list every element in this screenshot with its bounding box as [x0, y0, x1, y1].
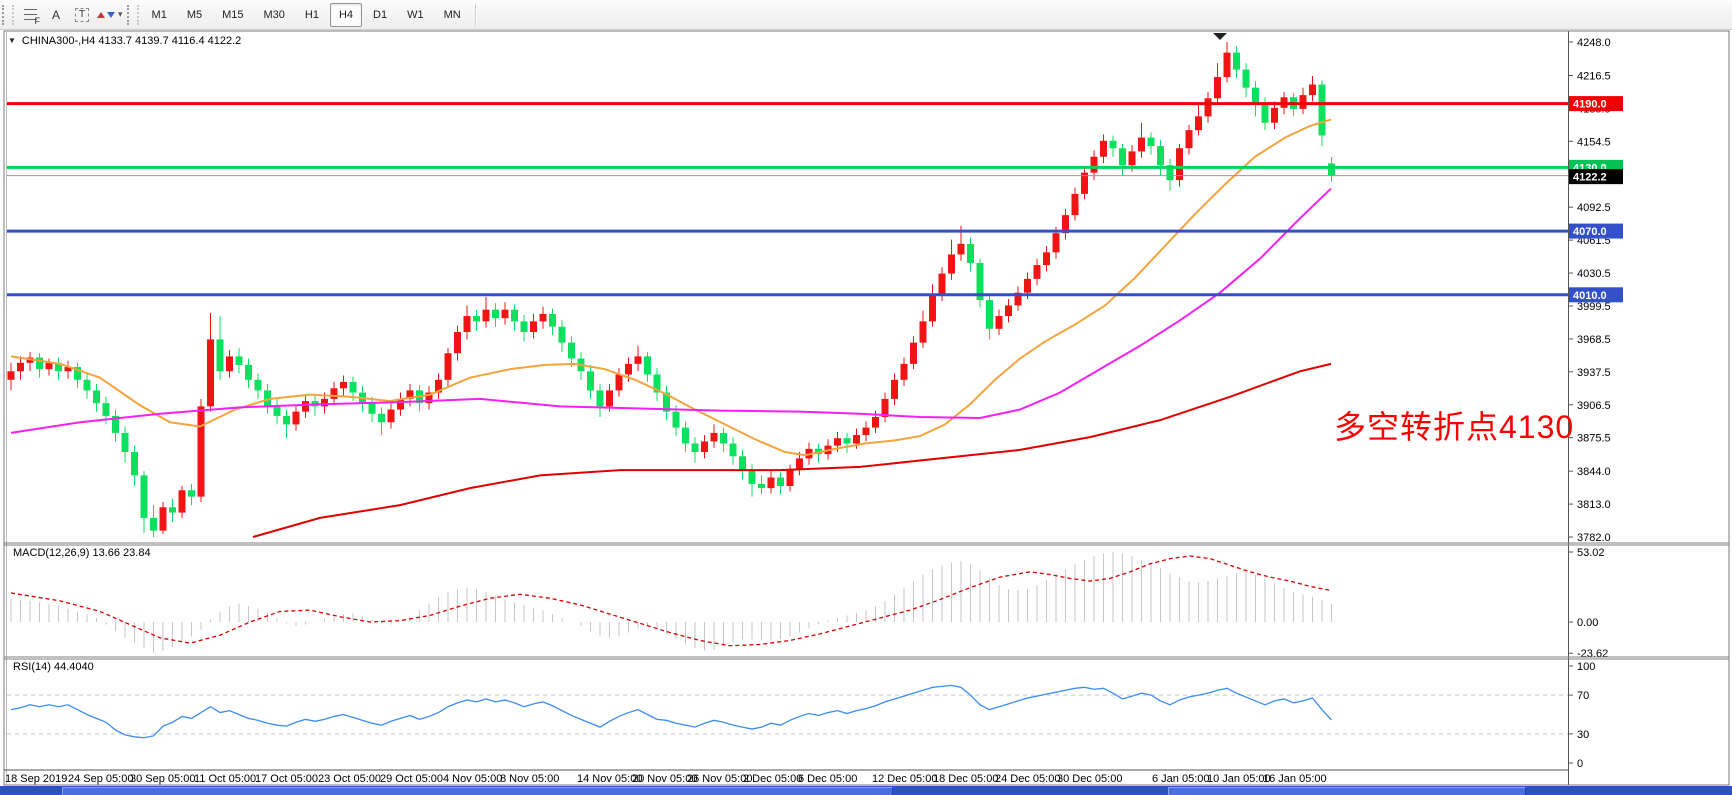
svg-text:12 Dec 05:00: 12 Dec 05:00: [872, 773, 937, 785]
svg-text:53.02: 53.02: [1577, 547, 1605, 559]
svg-text:3875.5: 3875.5: [1577, 433, 1611, 445]
svg-text:17 Oct 05:00: 17 Oct 05:00: [255, 773, 318, 785]
svg-text:23 Oct 05:00: 23 Oct 05:00: [318, 773, 381, 785]
svg-text:4248.0: 4248.0: [1577, 37, 1611, 49]
macd-indicator-label: MACD(12,26,9) 13.66 23.84: [13, 547, 151, 559]
svg-text:30 Dec 05:00: 30 Dec 05:00: [1057, 773, 1122, 785]
tf-button-w1[interactable]: W1: [407, 8, 424, 21]
svg-text:4010.0: 4010.0: [1573, 290, 1607, 302]
svg-text:3782.0: 3782.0: [1577, 532, 1611, 544]
fibonacci-icon: [23, 9, 37, 20]
chevron-down-icon: ▾: [118, 9, 123, 19]
svg-text:4070.0: 4070.0: [1573, 226, 1607, 238]
taskbar: [0, 786, 1732, 795]
tf-button-h1[interactable]: H1: [304, 8, 319, 21]
svg-text:26 Nov 05:00: 26 Nov 05:00: [687, 773, 752, 785]
svg-text:24 Sep 05:00: 24 Sep 05:00: [68, 773, 133, 785]
svg-text:4 Nov 05:00: 4 Nov 05:00: [443, 773, 502, 785]
collapse-arrow-icon: ▼: [8, 36, 16, 45]
chart-window: 4248.04216.54185.54154.54123.54092.54061…: [0, 30, 1732, 787]
tf-button-mn[interactable]: MN: [443, 8, 461, 21]
svg-text:3937.5: 3937.5: [1577, 367, 1611, 379]
fibonacci-tool-button[interactable]: F: [18, 3, 42, 27]
tf-button-m15[interactable]: M15: [222, 8, 244, 21]
arrow-down-icon: [107, 11, 115, 18]
text-tool-button[interactable]: T: [70, 3, 94, 27]
svg-text:24 Dec 05:00: 24 Dec 05:00: [995, 773, 1060, 785]
toolbar-grip[interactable]: [2, 4, 14, 25]
label-a-icon: A: [51, 7, 60, 22]
svg-text:4092.5: 4092.5: [1577, 202, 1611, 214]
tf-button-d1[interactable]: D1: [373, 8, 388, 21]
svg-text:0.00: 0.00: [1577, 617, 1598, 629]
svg-text:4190.0: 4190.0: [1573, 99, 1607, 111]
svg-text:4122.2: 4122.2: [1573, 172, 1607, 184]
toolbar-grip[interactable]: [126, 4, 139, 25]
arrows-tool-button[interactable]: ▾: [96, 3, 124, 27]
svg-text:3844.0: 3844.0: [1577, 466, 1611, 478]
svg-text:11 Oct 05:00: 11 Oct 05:00: [194, 773, 256, 785]
taskbar-window-button[interactable]: [1168, 787, 1526, 795]
svg-text:6 Dec 05:00: 6 Dec 05:00: [798, 773, 857, 785]
tf-button-m1[interactable]: M1: [151, 8, 167, 21]
label-tool-button[interactable]: A: [44, 3, 68, 27]
text-t-icon: T: [74, 7, 90, 22]
chart-title: ▼ CHINA300-,H4 4133.7 4139.7 4116.4 4122.…: [8, 35, 241, 47]
svg-text:-23.62: -23.62: [1577, 648, 1608, 660]
svg-text:6 Jan 05:00: 6 Jan 05:00: [1152, 773, 1210, 785]
svg-text:4154.5: 4154.5: [1577, 136, 1611, 148]
svg-text:0: 0: [1577, 758, 1583, 770]
svg-text:2 Dec 05:00: 2 Dec 05:00: [743, 773, 802, 785]
svg-text:16 Jan 05:00: 16 Jan 05:00: [1263, 773, 1327, 785]
fibonacci-f-glyph: F: [34, 15, 41, 26]
svg-text:29 Oct 05:00: 29 Oct 05:00: [380, 773, 443, 785]
chart-canvas[interactable]: 4248.04216.54185.54154.54123.54092.54061…: [0, 30, 1732, 787]
timeframe-group: M1 M5 M15 M30 H1 H4 D1 W1 MN: [142, 2, 471, 27]
toolbar-separator: [474, 3, 476, 26]
svg-text:3813.0: 3813.0: [1577, 499, 1611, 511]
tf-button-h4[interactable]: H4: [329, 2, 363, 27]
svg-text:10 Jan 05:00: 10 Jan 05:00: [1207, 773, 1271, 785]
svg-text:100: 100: [1577, 661, 1595, 673]
rsi-indicator-label: RSI(14) 44.4040: [13, 661, 94, 673]
toolbar: F A T ▾ M1 M5 M15 M30 H1 H4 D1 W1 MN: [0, 0, 1732, 30]
svg-text:3999.5: 3999.5: [1577, 301, 1611, 313]
svg-text:14 Nov 05:00: 14 Nov 05:00: [577, 773, 642, 785]
tf-button-m5[interactable]: M5: [186, 8, 203, 21]
svg-text:3906.5: 3906.5: [1577, 400, 1611, 412]
svg-text:30: 30: [1577, 729, 1589, 741]
svg-text:20 Nov 05:00: 20 Nov 05:00: [632, 773, 697, 785]
svg-text:3968.5: 3968.5: [1577, 334, 1611, 346]
svg-text:30 Sep 05:00: 30 Sep 05:00: [130, 773, 195, 785]
svg-text:4030.5: 4030.5: [1577, 268, 1611, 280]
svg-text:18 Dec 05:00: 18 Dec 05:00: [933, 773, 998, 785]
svg-text:4216.5: 4216.5: [1577, 70, 1611, 82]
tf-button-m30[interactable]: M30: [263, 8, 285, 21]
svg-text:18 Sep 2019: 18 Sep 2019: [5, 773, 67, 785]
taskbar-window-button[interactable]: [62, 787, 893, 795]
arrow-up-icon: [97, 11, 105, 18]
svg-text:8 Nov 05:00: 8 Nov 05:00: [500, 773, 559, 785]
svg-text:70: 70: [1577, 690, 1589, 702]
chart-title-text: CHINA300-,H4 4133.7 4139.7 4116.4 4122.2: [21, 35, 242, 47]
chart-annotation: 多空转折点4130: [1334, 409, 1575, 445]
